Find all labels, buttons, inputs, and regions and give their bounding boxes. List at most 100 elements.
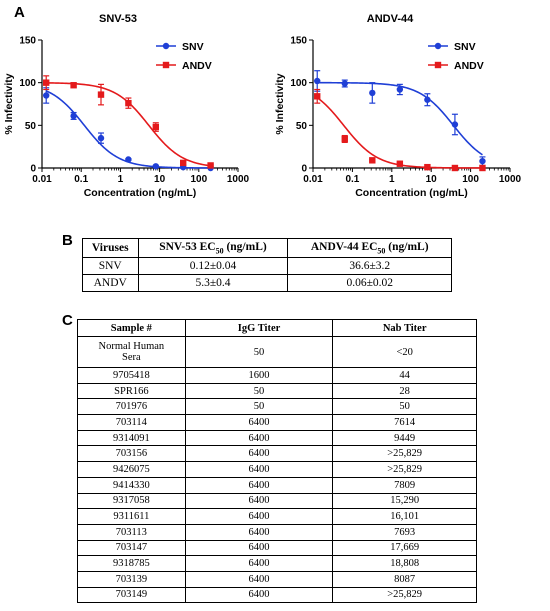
table-cell: 703114 (77, 414, 186, 431)
table-cell: 6400 (184, 476, 334, 494)
chart2-y-tick-label: 50 (296, 121, 308, 132)
chart1-andv-point (97, 91, 105, 98)
table-row: 9318785 6400 18,808 (77, 555, 477, 572)
table-cell: >25,829 (332, 461, 477, 478)
chart2-snv-point (341, 80, 348, 87)
chart2-x-tick-label: 0.01 (303, 174, 323, 185)
table-cell: ANDV (82, 274, 139, 292)
table-cell: 50 (184, 336, 334, 368)
table-cell: SPR166 (77, 382, 186, 400)
chart1-y-tick-label: 50 (25, 121, 37, 132)
table-row: 9426075 6400 >25,829 (77, 461, 477, 478)
table-row: SNV 0.12±0.04 36.6±3.2 (82, 257, 452, 275)
chart2-x-tick-label: 1000 (499, 174, 522, 185)
table-cell: 6400 (184, 555, 334, 572)
chart1-andv-legend-marker (162, 61, 170, 69)
chart2-y-tick-label: 150 (290, 36, 307, 47)
table-row: 9705418 1600 44 (77, 367, 477, 384)
chart1-andv-legend-label: ANDV (182, 60, 212, 72)
table-cell: 28 (332, 382, 477, 400)
table-cell: 0.06±0.02 (287, 274, 452, 292)
panel-label-a: A (14, 4, 25, 21)
chart2-snv-point (314, 77, 321, 85)
chart2-andv-legend-label: ANDV (454, 60, 484, 72)
chart1-x-tick-label: 0.1 (74, 174, 88, 185)
table-row: 703113 6400 7693 (77, 523, 477, 541)
table-cell: 6400 (184, 523, 334, 541)
chart1-x-tick-label: 100 (190, 174, 207, 185)
table-header-row: Sample # IgG Titer Nab Titer (77, 319, 477, 337)
panel-label-c: C (62, 312, 73, 329)
header-snv53-ec50: SNV-53 EC50 (ng/mL) (137, 238, 289, 258)
table-cell: 44 (332, 367, 477, 384)
table-cell: 6400 (184, 586, 334, 604)
chart2-andv-point (341, 135, 348, 143)
chart2-snv-point (424, 96, 431, 103)
table-row: 9414330 6400 7809 (77, 476, 477, 494)
table-cell: <20 (332, 336, 477, 368)
table-cell: 9318785 (77, 555, 186, 572)
table-cell: 703156 (77, 445, 186, 463)
chart2-x-tick-label: 1 (389, 174, 395, 185)
header-nab-titer: Nab Titer (332, 319, 477, 337)
table-cell: 16,101 (332, 508, 477, 525)
chart1-andv-point (125, 99, 132, 107)
chart2-x-tick-label: 100 (462, 174, 479, 185)
header-sample: Sample # (77, 319, 186, 337)
chart1-x-tick-label: 10 (154, 174, 166, 185)
table-cell: 703139 (77, 570, 186, 588)
table-cell: 50 (184, 382, 334, 400)
table-cell: 6400 (184, 539, 334, 557)
table-row: Normal Human Sera 50 <20 (77, 336, 477, 368)
table-cell: 6400 (184, 414, 334, 431)
panel-label-b: B (62, 232, 73, 249)
chart2-y-axis-label: % Infectivity (274, 73, 286, 134)
table-row: 9317058 6400 15,290 (77, 492, 477, 510)
table-header-row: Viruses SNV-53 EC50 (ng/mL) ANDV-44 EC50… (82, 238, 452, 258)
chart1-x-axis-label: Concentration (ng/mL) (84, 187, 197, 199)
table-cell: 50 (184, 398, 334, 416)
chart1-x-tick-label: 1 (118, 174, 124, 185)
table-row: SPR166 50 28 (77, 382, 477, 400)
chart1-snv-legend-label: SNV (182, 41, 204, 53)
chart2-snv-point (396, 86, 404, 93)
chart2-snv-legend-marker (434, 42, 442, 50)
table-cell: 6400 (184, 461, 334, 478)
chart1-snv-point (43, 92, 50, 99)
table-cell: 6400 (184, 508, 334, 525)
chart1-y-tick-label: 100 (19, 78, 36, 89)
table-cell: 6400 (184, 445, 334, 463)
table-cell: 0.12±0.04 (137, 257, 289, 275)
table-cell: 703149 (77, 586, 186, 604)
table-cell: 8087 (332, 570, 477, 588)
chart1-snv-point (125, 156, 132, 163)
table-cell: 6400 (184, 429, 334, 447)
table-cell: 7809 (332, 476, 477, 494)
table-cell: >25,829 (332, 586, 477, 604)
table-cell: 701976 (77, 398, 186, 416)
chart2-andv-point (369, 157, 376, 164)
table-cell: 9317058 (77, 492, 186, 510)
chart1-snv-legend-marker (162, 42, 170, 50)
table-cell: 18,808 (332, 555, 477, 572)
chart2-x-tick-label: 0.1 (345, 174, 359, 185)
table-cell: 17,669 (332, 539, 477, 557)
chart1-snv-point (152, 163, 160, 170)
table-row: 9311611 6400 16,101 (77, 508, 477, 525)
chart2-andv-point (314, 93, 321, 100)
table-row: 703147 6400 17,669 (77, 539, 477, 557)
table-row: 703114 6400 7614 (77, 414, 477, 431)
chart2-andv-point (396, 160, 404, 167)
chart1-andv-point (43, 79, 50, 86)
table-cell: 5.3±0.4 (137, 274, 289, 292)
chart1-andv-point (207, 162, 214, 169)
header-andv44-ec50: ANDV-44 EC50 (ng/mL) (287, 238, 452, 258)
table-cell: 9426075 (77, 461, 186, 478)
chart1-andv-point (180, 159, 187, 167)
chart2-snv-point (369, 89, 376, 97)
table-row: ANDV 5.3±0.4 0.06±0.02 (82, 274, 452, 292)
table-cell: 36.6±3.2 (287, 257, 452, 275)
table-cell: SNV (82, 257, 139, 275)
chart1-y-axis-label: % Infectivity (3, 73, 15, 134)
chart1-x-tick-label: 0.01 (32, 174, 52, 185)
